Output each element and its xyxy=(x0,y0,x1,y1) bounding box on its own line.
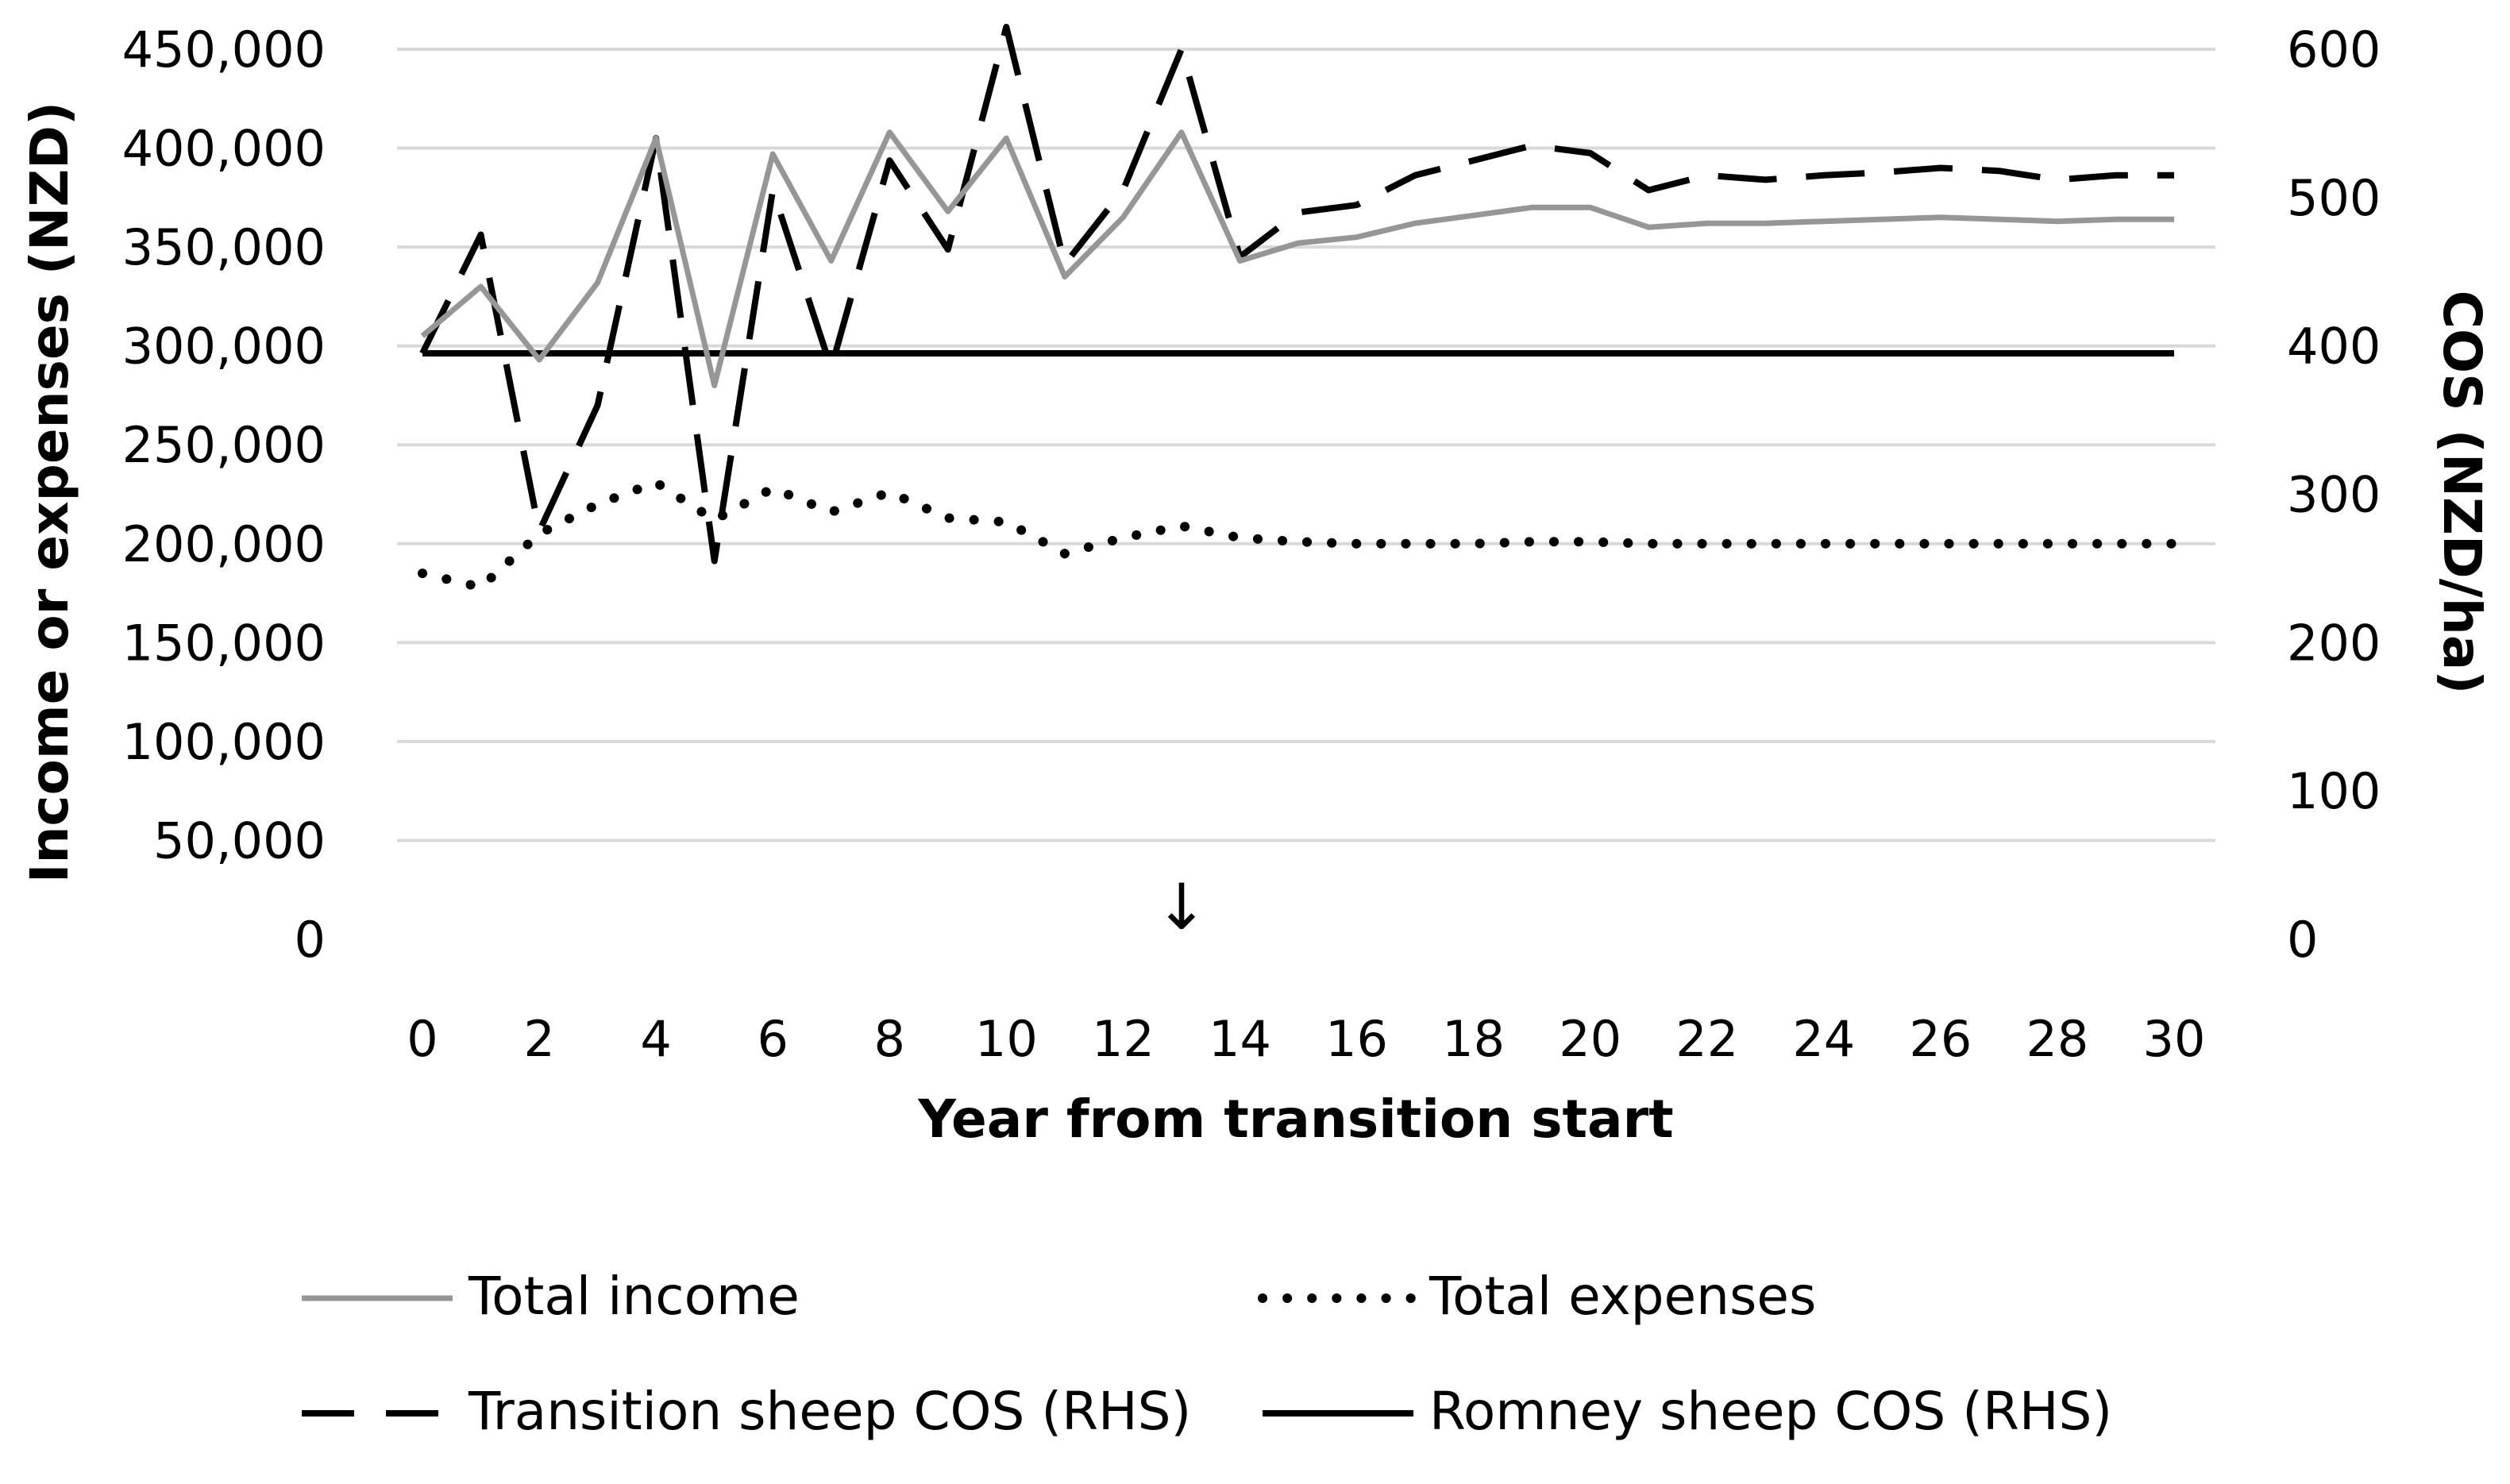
y-tick-label: 400,000 xyxy=(122,120,326,178)
series-points-transition-sheep-cos-rhs xyxy=(422,26,2175,561)
x-axis-title: Year from transition start xyxy=(917,1089,1673,1150)
data-point xyxy=(480,587,481,588)
series-line-total-expenses xyxy=(418,476,2179,593)
legend: Total income Total expenses Transition she… xyxy=(302,1266,2112,1442)
y-tick-label: 100,000 xyxy=(122,713,326,771)
y2-tick-label: 100 xyxy=(2287,762,2381,820)
series-line-total-income xyxy=(420,129,2174,388)
x-tick-label: 24 xyxy=(1792,1010,1855,1068)
legend-label: Romney sheep COS (RHS) xyxy=(1429,1381,2112,1442)
x-tick-label: 0 xyxy=(407,1010,438,1068)
x-tick-label: 4 xyxy=(640,1010,671,1068)
data-point xyxy=(889,492,890,493)
y-tick-label: 50,000 xyxy=(153,811,326,869)
data-point xyxy=(597,503,598,504)
y-tick-label: 200,000 xyxy=(122,515,326,573)
x-tick-label: 28 xyxy=(2026,1010,2088,1068)
x-tick-label: 8 xyxy=(874,1010,905,1068)
y-tick-label: 450,000 xyxy=(122,21,326,79)
x-tick-label: 30 xyxy=(2143,1010,2206,1068)
series-line-transition-sheep-cos-rhs xyxy=(419,24,2174,565)
data-point xyxy=(539,531,540,532)
legend-item-total-income: Total income xyxy=(302,1266,800,1327)
x-tick-label: 22 xyxy=(1675,1010,1738,1068)
legend-item-total-expenses: Total expenses xyxy=(1258,1266,1816,1327)
x-tick-label: 18 xyxy=(1442,1010,1505,1068)
y-tick-label: 0 xyxy=(295,911,326,969)
y-axis-title: Income or expenses (NZD) xyxy=(19,102,80,883)
y2-tick-label: 300 xyxy=(2287,466,2381,524)
y-tick-label: 150,000 xyxy=(122,614,326,672)
y2-tick-label: 200 xyxy=(2287,614,2381,672)
legend-label: Total income xyxy=(468,1266,800,1327)
data-point xyxy=(1882,172,1883,173)
transition-arrow-icon: ↓ xyxy=(1155,870,1208,944)
y2-tick-label: 500 xyxy=(2287,169,2381,227)
data-point xyxy=(1298,212,1299,213)
x-axis-ticks: 0 2 4 6 8 10 12 14 16 18 20 22 24 26 28 30 xyxy=(407,1010,2205,1068)
x-tick-label: 26 xyxy=(1909,1010,1972,1068)
y2-tick-label: 600 xyxy=(2287,21,2381,79)
data-point xyxy=(1123,190,1124,191)
data-point xyxy=(1532,145,1533,146)
y-tick-label: 350,000 xyxy=(122,218,326,276)
x-tick-label: 12 xyxy=(1092,1010,1155,1068)
right-axis-ticks: 0 100 200 300 400 500 600 xyxy=(2287,21,2381,969)
legend-item-transition-sheep-cos-rhs: Transition sheep COS (RHS) xyxy=(302,1381,1191,1442)
data-point xyxy=(714,519,715,520)
left-axis-ticks: 0 50,000 100,000 150,000 200,000 250,000 300,0… xyxy=(122,21,326,969)
x-tick-label: 6 xyxy=(757,1010,788,1068)
y-tick-label: 250,000 xyxy=(122,416,326,474)
x-tick-label: 20 xyxy=(1559,1010,1621,1068)
x-tick-label: 2 xyxy=(523,1010,554,1068)
y2-axis-title: COS (NZD/ha) xyxy=(2431,291,2493,695)
annotation-layer: ↓ xyxy=(1155,870,1208,944)
x-tick-label: 10 xyxy=(975,1010,1038,1068)
x-tick-label: 16 xyxy=(1325,1010,1388,1068)
y2-tick-label: 0 xyxy=(2287,911,2318,969)
legend-label: Transition sheep COS (RHS) xyxy=(468,1381,1191,1442)
x-tick-label: 14 xyxy=(1209,1010,1271,1068)
y-tick-label: 300,000 xyxy=(122,318,326,376)
y2-tick-label: 400 xyxy=(2287,318,2381,376)
legend-item-romney-sheep-cos-rhs: Romney sheep COS (RHS) xyxy=(1263,1381,2112,1442)
legend-label: Total expenses xyxy=(1429,1266,1816,1327)
series-layer xyxy=(418,24,2179,593)
